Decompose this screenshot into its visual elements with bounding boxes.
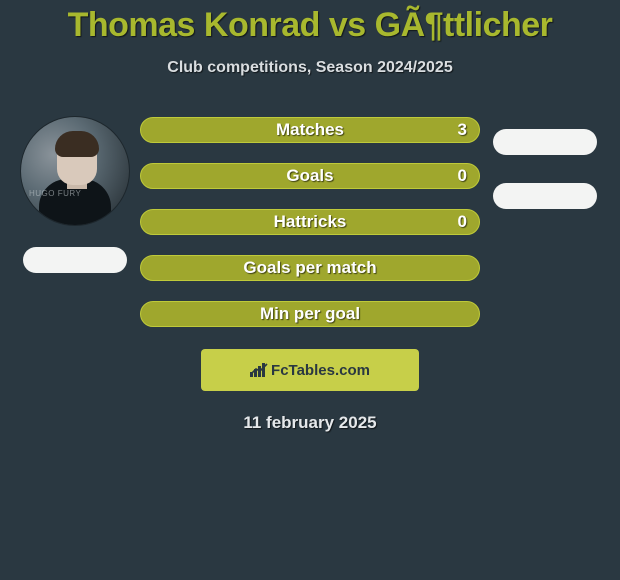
stat-value: 3 — [458, 120, 467, 140]
stat-row: Goals 0 — [140, 163, 480, 189]
stat-value: 0 — [458, 212, 467, 232]
avatar-caption: HUGO FURY — [29, 189, 81, 198]
stat-label: Matches — [276, 120, 344, 140]
stat-row: Matches 3 — [140, 117, 480, 143]
stat-label: Goals — [286, 166, 333, 186]
source-label: FcTables.com — [271, 362, 370, 379]
date-label: 11 february 2025 — [0, 413, 620, 433]
stats-column: Matches 3 Goals 0 Hattricks 0 Goals per match M… — [140, 117, 480, 327]
left-player-column: HUGO FURY — [10, 117, 140, 273]
stat-label: Goals per match — [243, 258, 376, 278]
source-badge: FcTables.com — [201, 349, 419, 391]
stat-row: Goals per match — [140, 255, 480, 281]
stat-value: 0 — [458, 166, 467, 186]
stat-row: Min per goal — [140, 301, 480, 327]
left-value-pill — [23, 247, 127, 273]
right-value-pill — [493, 129, 597, 155]
right-value-pill — [493, 183, 597, 209]
player-avatar: HUGO FURY — [21, 117, 129, 225]
subtitle: Club competitions, Season 2024/2025 — [0, 59, 620, 77]
page-title: Thomas Konrad vs GÃ¶ttlicher — [0, 0, 620, 45]
chart-icon — [250, 363, 265, 377]
stat-label: Min per goal — [260, 304, 360, 324]
comparison-content: HUGO FURY Matches3Goals0Hattricks0Goals … — [0, 117, 620, 327]
stat-label: Hattricks — [274, 212, 347, 232]
right-player-column — [480, 117, 610, 209]
stat-row: Hattricks 0 — [140, 209, 480, 235]
